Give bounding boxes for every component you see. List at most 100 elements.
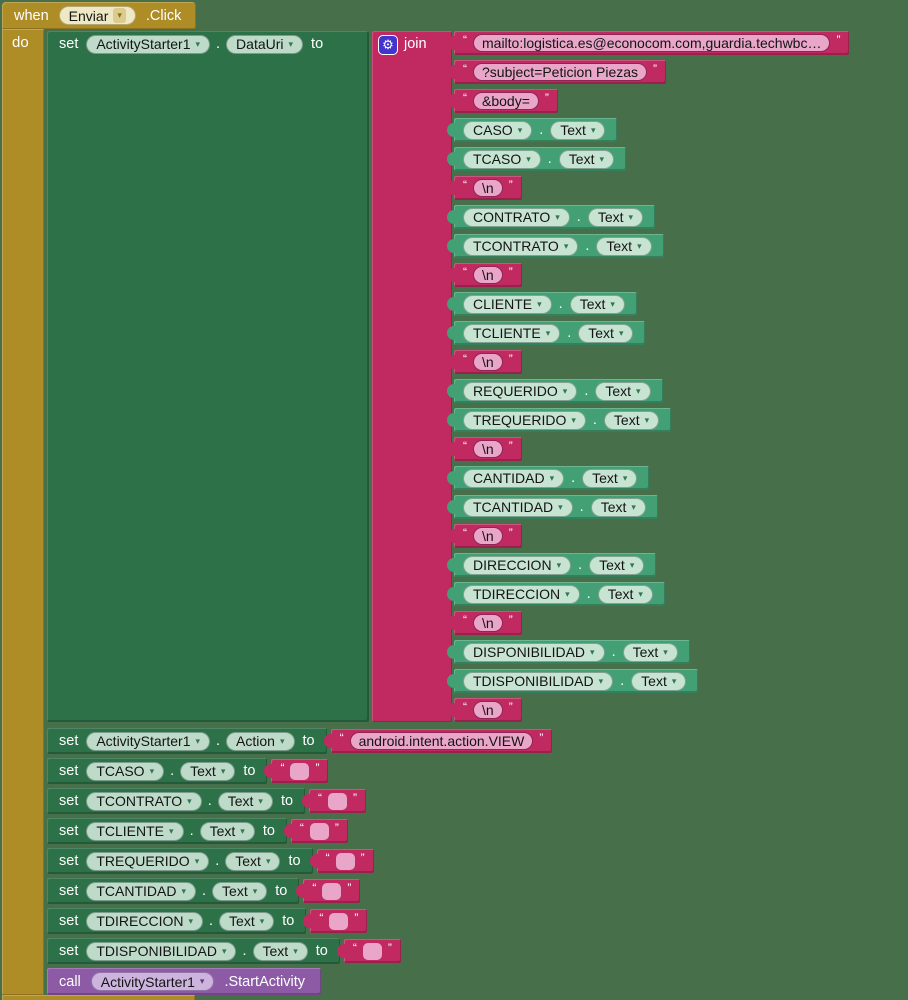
string-literal-block[interactable]: “ ” xyxy=(264,759,329,783)
property-getter-block[interactable]: TCONTRATO ▾ . Text ▾ xyxy=(447,234,664,258)
string-literal-block[interactable]: “ ” xyxy=(283,819,348,843)
component-dropdown[interactable]: TDIRECCION ▾ xyxy=(86,911,203,931)
property-dropdown[interactable]: Text ▾ xyxy=(622,642,678,662)
string-field[interactable]: android.intent.action.VIEW xyxy=(349,732,534,750)
string-literal-block[interactable]: “ &body= ” xyxy=(447,89,558,113)
component-dropdown[interactable]: TREQUERIDO ▾ xyxy=(463,410,586,430)
property-dropdown[interactable]: Text ▾ xyxy=(569,294,625,314)
string-literal-block[interactable]: “ ” xyxy=(309,849,374,873)
component-dropdown[interactable]: TCLIENTE ▾ xyxy=(463,323,561,343)
set-property-block[interactable]: set TCANTIDAD ▾ . Text ▾ to xyxy=(47,878,300,904)
property-getter-block[interactable]: CANTIDAD ▾ . Text ▾ xyxy=(446,466,650,490)
property-getter-block[interactable]: TCASO ▾ . Text ▾ xyxy=(446,147,627,171)
string-field[interactable] xyxy=(328,792,348,810)
string-field[interactable]: \n xyxy=(473,266,503,284)
string-field[interactable]: \n xyxy=(473,527,503,545)
when-block-header[interactable]: when Enviar ▾ .Click xyxy=(2,2,197,29)
property-dropdown[interactable]: Text ▾ xyxy=(578,323,634,343)
join-block[interactable]: ⚙ join “ mailto:logistica.es@econocom.co… xyxy=(372,31,850,722)
string-field[interactable]: \n xyxy=(473,179,503,197)
string-field[interactable]: &body= xyxy=(473,92,539,110)
property-dropdown[interactable]: Text ▾ xyxy=(252,941,308,961)
set-property-block[interactable]: set TDISPONIBILIDAD ▾ . Text ▾ to xyxy=(47,938,340,964)
property-getter-block[interactable]: CASO ▾ . Text ▾ xyxy=(446,118,618,142)
property-dropdown[interactable]: Text ▾ xyxy=(550,120,606,140)
string-field[interactable] xyxy=(329,912,349,930)
call-component-dropdown[interactable]: ActivityStarter1 ▾ xyxy=(90,972,215,991)
component-dropdown[interactable]: TCANTIDAD ▾ xyxy=(86,881,196,901)
component-dropdown[interactable]: ActivityStarter1 ▾ xyxy=(86,731,211,751)
property-dropdown[interactable]: Text ▾ xyxy=(180,761,236,781)
property-dropdown[interactable]: Text ▾ xyxy=(597,584,653,604)
string-field[interactable] xyxy=(362,942,382,960)
property-dropdown[interactable]: Text ▾ xyxy=(199,821,255,841)
string-field[interactable] xyxy=(309,822,329,840)
set-property-block[interactable]: set TDIRECCION ▾ . Text ▾ to xyxy=(47,908,307,934)
string-literal-block[interactable]: “ ” xyxy=(303,909,368,933)
property-dropdown[interactable]: Text ▾ xyxy=(225,851,281,871)
property-getter-block[interactable]: TDISPONIBILIDAD ▾ . Text ▾ xyxy=(446,669,699,693)
string-field[interactable] xyxy=(290,762,310,780)
mutator-gear-icon[interactable]: ⚙ xyxy=(378,35,398,55)
event-component-dropdown[interactable]: Enviar ▾ xyxy=(58,6,136,25)
string-literal-block[interactable]: “ ” xyxy=(296,879,361,903)
string-literal-block[interactable]: “ \n ” xyxy=(447,524,522,548)
component-dropdown[interactable]: CANTIDAD ▾ xyxy=(463,468,565,488)
call-method-block[interactable]: call ActivityStarter1 ▾ .StartActivity xyxy=(47,968,322,995)
component-dropdown[interactable]: ActivityStarter1 ▾ xyxy=(86,34,211,54)
property-dropdown[interactable]: Text ▾ xyxy=(582,468,638,488)
property-dropdown[interactable]: Text ▾ xyxy=(631,671,687,691)
when-event-block[interactable]: when Enviar ▾ .Click do set Activit xyxy=(2,2,850,1000)
component-dropdown[interactable]: REQUERIDO ▾ xyxy=(463,381,578,401)
property-dropdown[interactable]: Text ▾ xyxy=(217,791,273,811)
property-getter-block[interactable]: TCLIENTE ▾ . Text ▾ xyxy=(446,321,646,345)
property-dropdown[interactable]: DataUri ▾ xyxy=(226,34,304,54)
string-field[interactable] xyxy=(335,852,355,870)
string-literal-block[interactable]: “ \n ” xyxy=(447,263,522,287)
property-dropdown[interactable]: Text ▾ xyxy=(590,497,646,517)
string-literal-block[interactable]: “ mailto:logistica.es@econocom.com,guard… xyxy=(446,31,850,55)
component-dropdown[interactable]: TCLIENTE ▾ xyxy=(86,821,184,841)
set-property-block[interactable]: set TREQUERIDO ▾ . Text ▾ to xyxy=(47,848,313,874)
component-dropdown[interactable]: TCANTIDAD ▾ xyxy=(463,497,573,517)
set-property-block[interactable]: set TCASO ▾ . Text ▾ to xyxy=(47,758,268,784)
property-dropdown[interactable]: Text ▾ xyxy=(212,881,268,901)
set-property-block[interactable]: set TCLIENTE ▾ . Text ▾ to xyxy=(47,818,287,844)
set-datauri-block[interactable]: set ActivityStarter1 ▾ . DataUri ▾ to xyxy=(47,31,369,722)
property-dropdown[interactable]: Text ▾ xyxy=(595,381,651,401)
property-dropdown[interactable]: Text ▾ xyxy=(558,149,615,169)
property-getter-block[interactable]: CONTRATO ▾ . Text ▾ xyxy=(446,205,656,229)
string-field[interactable] xyxy=(322,882,342,900)
string-literal-block[interactable]: “ \n ” xyxy=(447,611,522,635)
string-field[interactable]: \n xyxy=(473,614,503,632)
string-literal-block[interactable]: “ ?subject=Peticion Piezas ” xyxy=(446,60,667,84)
string-field[interactable]: mailto:logistica.es@econocom.com,guardia… xyxy=(473,34,831,52)
property-dropdown[interactable]: Text ▾ xyxy=(589,555,645,575)
component-dropdown[interactable]: TDIRECCION ▾ xyxy=(463,584,580,604)
string-literal-block[interactable]: “ ” xyxy=(302,789,367,813)
set-property-block[interactable]: set TCONTRATO ▾ . Text ▾ to xyxy=(47,788,306,814)
property-getter-block[interactable]: DIRECCION ▾ . Text ▾ xyxy=(446,553,657,577)
component-dropdown[interactable]: TCASO ▾ xyxy=(86,761,165,781)
string-literal-block[interactable]: “ \n ” xyxy=(447,698,522,722)
property-dropdown[interactable]: Action ▾ xyxy=(226,731,295,751)
component-dropdown[interactable]: DIRECCION ▾ xyxy=(463,555,572,575)
string-field[interactable]: \n xyxy=(473,440,503,458)
string-literal-block[interactable]: “ android.intent.action.VIEW ” xyxy=(323,729,553,753)
property-getter-block[interactable]: TCANTIDAD ▾ . Text ▾ xyxy=(447,495,658,519)
component-dropdown[interactable]: TCONTRATO ▾ xyxy=(463,236,579,256)
join-block-spine[interactable]: ⚙ join xyxy=(372,31,452,722)
property-getter-block[interactable]: DISPONIBILIDAD ▾ . Text ▾ xyxy=(447,640,690,664)
component-dropdown[interactable]: TCASO ▾ xyxy=(463,149,541,169)
property-getter-block[interactable]: TDIRECCION ▾ . Text ▾ xyxy=(447,582,665,606)
component-dropdown[interactable]: TDISPONIBILIDAD ▾ xyxy=(463,671,614,691)
property-getter-block[interactable]: TREQUERIDO ▾ . Text ▾ xyxy=(446,408,672,432)
property-getter-block[interactable]: REQUERIDO ▾ . Text ▾ xyxy=(447,379,663,403)
set-property-block[interactable]: set ActivityStarter1 ▾ . Action ▾ to xyxy=(47,728,327,754)
property-dropdown[interactable]: Text ▾ xyxy=(596,236,652,256)
component-dropdown[interactable]: DISPONIBILIDAD ▾ xyxy=(463,642,605,662)
property-dropdown[interactable]: Text ▾ xyxy=(603,410,660,430)
string-literal-block[interactable]: “ \n ” xyxy=(447,437,522,461)
component-dropdown[interactable]: CLIENTE ▾ xyxy=(463,294,552,314)
